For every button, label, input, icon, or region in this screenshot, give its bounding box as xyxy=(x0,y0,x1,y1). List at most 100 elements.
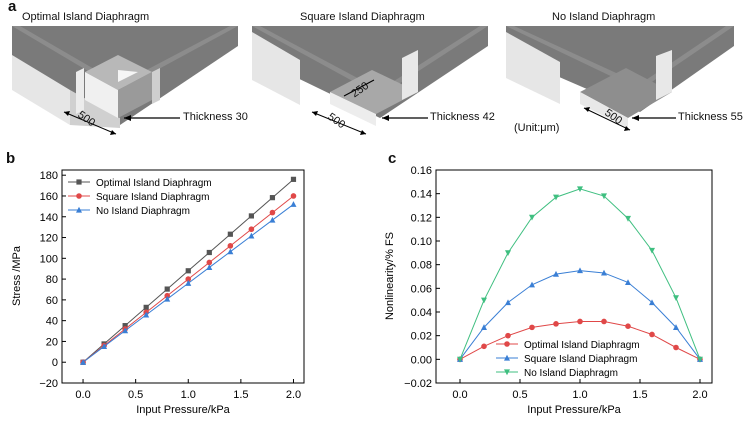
data-point xyxy=(248,226,255,233)
dim-line-island xyxy=(343,79,375,97)
y-tick-label: 100 xyxy=(40,253,58,265)
data-point xyxy=(248,213,254,219)
data-point xyxy=(481,324,487,330)
x-tick-label: 1.0 xyxy=(181,389,196,401)
series-group-c xyxy=(457,186,703,363)
thickness-label-optimal: Thickness 30 xyxy=(183,111,248,123)
diaphragm-diagrams xyxy=(12,26,734,135)
y-tick-label: 0 xyxy=(52,357,58,369)
y-axis-ticks-b: −20 0 20 40 60 80 100 120 140 160 180 xyxy=(39,170,66,390)
y-tick-label: 160 xyxy=(40,191,58,203)
legend-marker xyxy=(76,193,82,199)
data-point xyxy=(529,324,535,331)
y-tick-label: 0.10 xyxy=(411,236,432,248)
data-point xyxy=(553,194,559,201)
dim-line-3 xyxy=(583,107,631,131)
unit-note: (Unit:μm) xyxy=(514,122,560,134)
data-point xyxy=(481,297,487,304)
data-point xyxy=(553,321,559,327)
data-point xyxy=(101,343,108,350)
data-point xyxy=(206,259,213,266)
y-tick-label: 120 xyxy=(40,233,58,245)
legend-marker xyxy=(504,354,510,361)
data-point xyxy=(185,268,191,274)
legend-marker xyxy=(504,341,510,347)
data-point xyxy=(481,343,487,350)
legend-label: No Island Diaphragm xyxy=(96,206,190,217)
plot-frame-c xyxy=(435,169,713,384)
data-point xyxy=(505,250,511,257)
y-tick-label: 0.06 xyxy=(411,283,432,295)
legend-label: Square Island Diaphragm xyxy=(524,354,637,365)
panel-b-letter: b xyxy=(6,150,16,167)
data-point xyxy=(649,331,655,338)
data-point xyxy=(290,201,297,207)
data-point xyxy=(290,176,297,182)
data-point xyxy=(269,195,276,201)
diagram-title-optimal: Optimal Island Diaphragm xyxy=(22,11,150,23)
y-tick-label: 0.00 xyxy=(411,354,432,366)
y-tick-label: 180 xyxy=(40,170,58,182)
x-tick-label: 1.5 xyxy=(233,389,248,401)
data-point xyxy=(227,243,234,249)
data-point xyxy=(577,186,583,193)
y-tick-label: 0.14 xyxy=(411,189,432,201)
data-point xyxy=(269,209,276,216)
legend-label: Optimal Island Diaphragm xyxy=(524,340,640,351)
no-island-model xyxy=(506,26,734,128)
data-point xyxy=(577,318,583,325)
data-point xyxy=(457,356,463,363)
x-tick-label: 1.0 xyxy=(572,389,587,401)
square-island-model xyxy=(252,26,488,126)
x-tick-label: 0.0 xyxy=(452,389,467,401)
data-point xyxy=(673,295,679,301)
data-point xyxy=(206,249,212,256)
data-point xyxy=(185,276,192,282)
data-point xyxy=(673,324,679,330)
data-point xyxy=(529,214,535,221)
data-point xyxy=(143,311,150,318)
data-point xyxy=(185,280,192,286)
legend-label: Square Island Diaphragm xyxy=(96,192,209,203)
data-point xyxy=(697,356,703,363)
data-point xyxy=(673,344,679,351)
series-group-b xyxy=(80,176,297,366)
data-point xyxy=(143,304,149,310)
data-point xyxy=(164,286,170,292)
data-point xyxy=(553,270,559,277)
y-tick-label: 140 xyxy=(40,212,58,224)
data-point xyxy=(625,323,631,330)
y-axis-ticks-c: −0.02 0.00 0.02 0.04 0.06 0.08 0.10 0.12 0.14 0.1… xyxy=(404,165,440,390)
dim-line-2 xyxy=(311,111,367,135)
y-tick-label: −0.02 xyxy=(404,378,432,390)
y-tick-label: 0.02 xyxy=(411,331,432,343)
data-point xyxy=(290,193,297,199)
data-point xyxy=(625,215,631,222)
data-point xyxy=(248,232,255,239)
legend-marker xyxy=(504,369,510,376)
y-tick-label: 0.12 xyxy=(411,212,432,224)
data-point xyxy=(625,279,631,286)
x-tick-label: 2.0 xyxy=(692,389,707,401)
x-axis-label-b: Input Pressure/kPa xyxy=(136,404,230,416)
y-axis-label-b: Stress /MPa xyxy=(11,245,23,306)
data-point xyxy=(529,281,535,288)
y-tick-label: 0.08 xyxy=(411,260,432,272)
data-point xyxy=(601,269,607,276)
data-point xyxy=(122,327,129,334)
plot-frame-b xyxy=(61,169,305,384)
x-tick-label: 0.5 xyxy=(512,389,527,401)
x-tick-label: 0.5 xyxy=(128,389,143,401)
x-axis-label-c: Input Pressure/kPa xyxy=(527,404,621,416)
data-point xyxy=(206,264,213,271)
legend-label: Optimal Island Diaphragm xyxy=(96,178,212,189)
dim-line-1 xyxy=(63,111,117,135)
data-point xyxy=(601,318,607,325)
y-tick-label: 40 xyxy=(46,316,58,328)
y-tick-label: 60 xyxy=(46,295,58,307)
panel-c-letter: c xyxy=(388,150,397,167)
data-point xyxy=(227,248,234,255)
data-point xyxy=(164,295,171,302)
